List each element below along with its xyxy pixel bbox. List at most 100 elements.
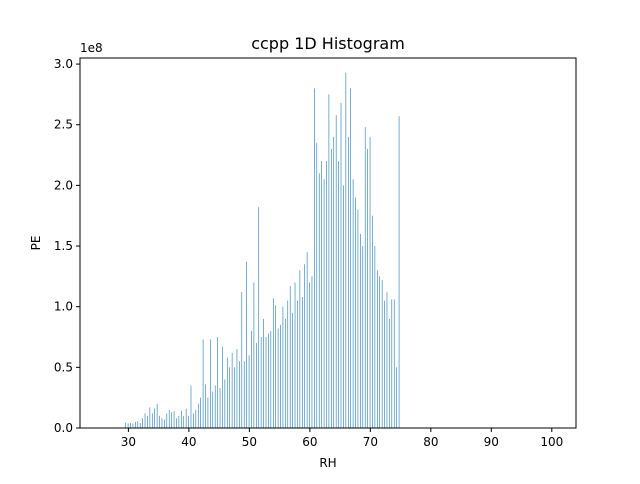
- histogram-bar: [144, 413, 146, 428]
- x-tick-label: 70: [363, 435, 378, 449]
- histogram-bar: [345, 72, 347, 428]
- histogram-bar: [256, 343, 257, 428]
- histogram-bar: [130, 422, 131, 428]
- histogram-bar: [304, 264, 306, 428]
- histogram-bar: [190, 385, 192, 428]
- histogram-bar: [270, 330, 272, 428]
- histogram-bar: [154, 408, 155, 428]
- x-tick-label: 30: [121, 435, 136, 449]
- plot-frame: [79, 57, 577, 429]
- histogram-bar: [205, 384, 206, 428]
- histogram-bar: [139, 423, 141, 428]
- histogram-bar: [287, 300, 289, 428]
- histogram-bar: [372, 215, 373, 428]
- histogram-bar: [316, 142, 318, 429]
- x-axis-ticks: 30 40 50 60 70 80 90 100: [121, 428, 563, 449]
- histogram-bar: [137, 421, 139, 428]
- histogram-bar: [294, 282, 296, 428]
- histogram-bar: [178, 415, 180, 428]
- histogram-bar: [253, 282, 255, 428]
- y-tick-label: 0.5: [54, 360, 73, 374]
- histogram-bar: [386, 292, 388, 428]
- histogram-bar: [188, 415, 189, 428]
- histogram-bar: [321, 161, 322, 429]
- histogram-bar: [231, 352, 233, 428]
- histogram-bar: [142, 418, 143, 428]
- histogram-bar: [217, 337, 218, 428]
- histogram-bar: [326, 161, 327, 429]
- histogram-bar: [398, 116, 400, 428]
- histogram-bar: [289, 286, 291, 428]
- histogram-bar: [355, 197, 356, 428]
- histogram-bar: [272, 298, 274, 428]
- histogram-bar: [263, 318, 264, 428]
- histogram-bar: [357, 209, 359, 428]
- y-tick-label: 1.0: [54, 300, 73, 314]
- histogram-bar: [151, 413, 153, 428]
- histogram-bar: [197, 403, 199, 428]
- histogram-bar: [202, 339, 204, 428]
- histogram-bar: [314, 88, 315, 428]
- histogram-bar: [212, 391, 214, 428]
- y-tick-label: 0.0: [54, 421, 73, 435]
- histogram-bar: [360, 233, 361, 428]
- histogram-bar: [299, 270, 301, 428]
- histogram-bar: [340, 102, 342, 428]
- histogram-bar: [195, 409, 197, 428]
- x-tick-label: 80: [423, 435, 438, 449]
- histogram-bar: [125, 422, 126, 428]
- histogram-bar: [229, 367, 230, 428]
- histogram-bar: [391, 299, 393, 428]
- histogram-bar: [251, 330, 252, 428]
- histogram-bar: [268, 333, 269, 428]
- histogram-bar: [311, 276, 313, 428]
- histogram-bar: [258, 207, 260, 428]
- histogram-bar: [210, 339, 211, 428]
- chart-title: ccpp 1D Histogram: [251, 34, 405, 53]
- histogram-bar: [161, 418, 163, 428]
- histogram-bar: [159, 415, 160, 428]
- histogram-bar: [185, 408, 187, 428]
- y-axis-label: PE: [29, 236, 43, 251]
- histogram-bar: [149, 407, 151, 428]
- histogram-bar: [135, 421, 136, 428]
- histogram-bar: [285, 318, 286, 428]
- histogram-bar: [219, 387, 221, 428]
- y-axis-ticks: 0.0 0.5 1.0 1.5 2.0 2.5 3.0: [54, 57, 80, 435]
- x-tick-label: 60: [302, 435, 317, 449]
- histogram-bar: [323, 179, 325, 428]
- y-tick-label: 2.5: [54, 118, 73, 132]
- histogram-bar: [166, 413, 168, 428]
- histogram-bar: [168, 409, 170, 428]
- histogram-bar: [343, 185, 344, 428]
- histogram-bar: [389, 318, 390, 428]
- histogram-bar: [309, 282, 310, 428]
- histogram-bar: [280, 324, 281, 428]
- histogram-bar: [260, 337, 262, 428]
- histogram-bar: [396, 367, 397, 428]
- histogram-bar: [171, 412, 172, 428]
- histogram-bar: [265, 337, 267, 428]
- histogram-bar: [377, 270, 378, 428]
- histogram-bar: [301, 296, 303, 428]
- histogram-bar: [132, 423, 134, 428]
- histogram-bar: [207, 397, 209, 428]
- histogram-bar: [297, 300, 298, 428]
- histogram-bar: [367, 148, 368, 429]
- histogram-bar: [147, 415, 148, 428]
- histogram-bar: [335, 115, 337, 429]
- histogram-bar: [338, 161, 339, 429]
- histogram-bar: [347, 136, 349, 428]
- histogram-bar: [181, 411, 182, 428]
- histogram-bar: [241, 292, 243, 428]
- y-tick-label: 1.5: [54, 239, 73, 253]
- histogram-bar: [156, 403, 158, 428]
- histogram-bar: [275, 305, 276, 428]
- x-tick-label: 40: [181, 435, 196, 449]
- bars-group: [125, 72, 400, 429]
- histogram-bar: [248, 355, 250, 428]
- histogram-bar: [350, 88, 351, 428]
- histogram-bar: [306, 252, 308, 428]
